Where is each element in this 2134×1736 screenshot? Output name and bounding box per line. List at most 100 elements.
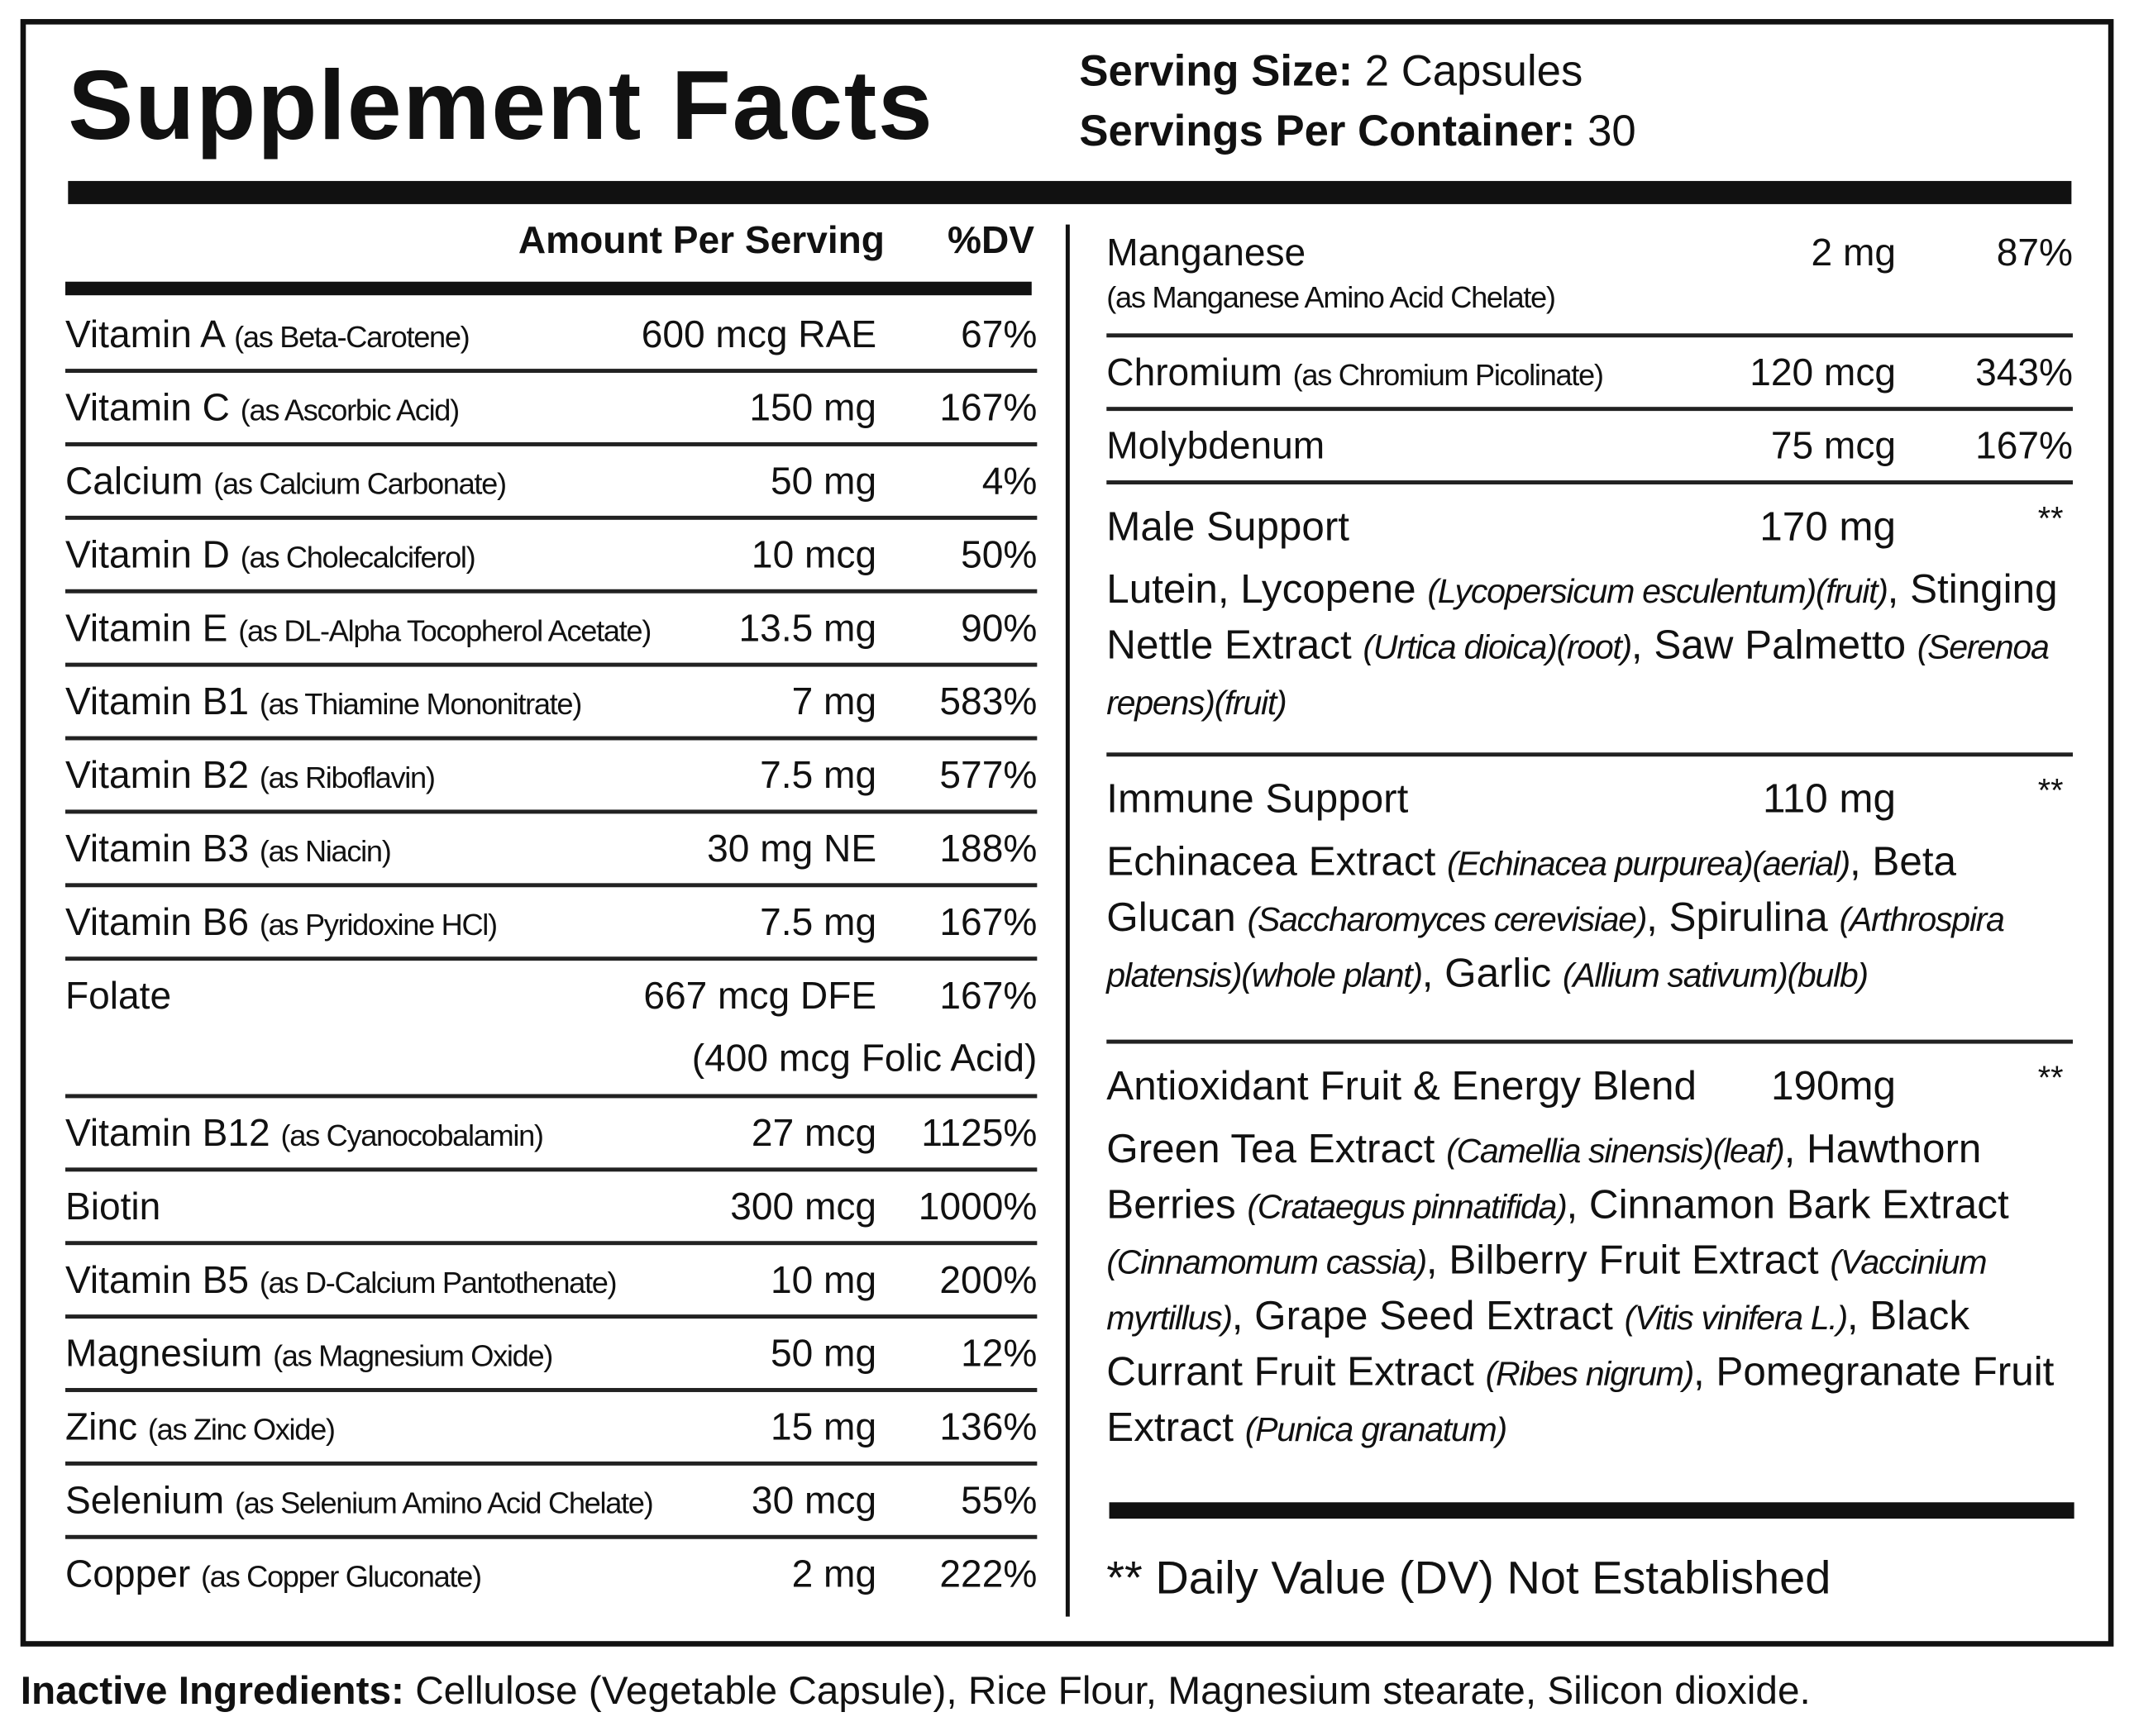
nutrient-row: Vitamin B1 (as Thiamine Mononitrate) 7 mg… <box>65 667 1037 741</box>
daily-value: 67% <box>961 312 1038 355</box>
daily-value: ** <box>2037 772 2064 810</box>
ingredient: , Hawthorn Berries <box>1106 1126 1982 1228</box>
daily-value: 167% <box>1975 424 2074 467</box>
ingredient: , Black Currant Fruit Extract <box>1106 1294 1970 1395</box>
amount: 50 mg <box>770 460 877 503</box>
amount: 75 mcg <box>1770 424 1897 467</box>
nutrient-row: Vitamin B6 (as Pyridoxine HCl) 7.5 mg 167% <box>65 887 1037 961</box>
botanical-name: (Vaccinium myrtillus) <box>1106 1243 1987 1338</box>
botanical-name: (Arthrospira platensis)(whole plant) <box>1106 900 2005 995</box>
amount: 300 mcg <box>730 1185 877 1228</box>
daily-value: 87% <box>1996 231 2074 274</box>
nutrient-name: Biotin <box>65 1185 161 1228</box>
nutrient: Vitamin B1 (as Thiamine Mononitrate) <box>65 680 582 724</box>
ingredient: , Saw Palmetto <box>1630 622 1917 669</box>
daily-value: 167% <box>939 386 1038 429</box>
botanical-name: (Urtica dioica)(root) <box>1363 628 1632 667</box>
daily-value: 577% <box>939 753 1038 796</box>
nutrient: Copper (as Copper Gluconate) <box>65 1552 482 1596</box>
amount: 667 mcg DFE <box>643 974 877 1017</box>
daily-value: 136% <box>939 1405 1038 1448</box>
nutrient-row: Zinc (as Zinc Oxide) 15 mg 136% <box>65 1392 1037 1466</box>
daily-value: ** <box>2037 500 2064 538</box>
nutrient-row: Magnesium (as Magnesium Oxide) 50 mg 12% <box>65 1319 1037 1392</box>
ingredient: Green Tea Extract <box>1106 1126 1447 1172</box>
botanical-name: (Vitis vinifera L.) <box>1624 1300 1849 1338</box>
nutrient-row: Vitamin B5 (as D-Calcium Pantothenate) 10… <box>65 1245 1037 1319</box>
nutrient: Vitamin B3 (as Niacin) <box>65 827 392 871</box>
ingredient: , Grape Seed Extract <box>1231 1294 1625 1339</box>
nutrient-name: Calcium <box>65 460 203 503</box>
daily-value: 90% <box>961 607 1038 650</box>
serving-size: Serving Size: 2 Capsules <box>1079 44 1583 98</box>
nutrient: Vitamin E (as DL-Alpha Tocopherol Acetat… <box>65 607 652 651</box>
nutrient-source: (as Magnesium Oxide) <box>273 1338 553 1373</box>
nutrient-row: Vitamin B2 (as Riboflavin) 7.5 mg 577% <box>65 740 1038 814</box>
nutrient-row: Molybdenum 75 mcg 167% <box>1106 411 2074 485</box>
botanical-name: (Crataegus pinnatifida) <box>1247 1188 1567 1227</box>
botanical-name: (Allium sativum)(bulb) <box>1562 956 1869 995</box>
blend-name: Antioxidant Fruit & Energy Blend <box>1106 1064 1697 1109</box>
nutrient: Manganese <box>1106 231 1306 275</box>
blend-header: Antioxidant Fruit & Energy Blend 190mg ** <box>1106 1060 2073 1114</box>
ingredient: , Cinnamon Bark Extract <box>1566 1182 2009 1228</box>
daily-value: 1125% <box>921 1111 1038 1154</box>
botanical-name: (Ribes nigrum) <box>1485 1355 1695 1394</box>
title: Supplement Facts <box>68 51 934 161</box>
rule <box>1109 1502 2074 1519</box>
nutrient-source: (as DL-Alpha Tocopherol Acetate) <box>238 613 652 648</box>
blend: Immune Support 110 mg ** Echinacea Extract … <box>1106 756 2074 1044</box>
nutrient-source: (as Chromium Picolinate) <box>1292 357 1604 393</box>
amount: 110 mg <box>1762 776 1897 823</box>
nutrient-name: Vitamin C <box>65 386 230 429</box>
daily-value: 343% <box>1975 351 2074 393</box>
botanical-name: (Cinnamomum cassia) <box>1106 1243 1427 1282</box>
nutrient-source: (as Cholecalciferol) <box>240 540 476 575</box>
note: (400 mcg Folic Acid) <box>691 1037 1038 1080</box>
nutrient-name: Vitamin B3 <box>65 827 250 870</box>
value: 2 Capsules <box>1364 45 1583 96</box>
amount: 13.5 mg <box>738 607 877 650</box>
nutrient-name: Vitamin B5 <box>65 1258 250 1301</box>
ingredient: , Garlic <box>1421 951 1563 996</box>
servings-per-container: Servings Per Container: 30 <box>1079 103 1635 158</box>
dv-header: %DV <box>948 219 1035 262</box>
ingredient: , Bilberry Fruit Extract <box>1425 1238 1831 1284</box>
rule <box>68 180 2072 204</box>
nutrient-name: Copper <box>65 1552 191 1595</box>
rows: Vitamin A (as Beta-Carotene) 600 mcg RAE 6… <box>65 299 1037 1609</box>
nutrient-name: Vitamin B1 <box>65 680 250 723</box>
ingredient: , Beta Glucan <box>1106 839 1957 941</box>
nutrient-name: Molybdenum <box>1106 424 1325 467</box>
nutrient: Vitamin B12 (as Cyanocobalamin) <box>65 1112 544 1156</box>
blend-name: Immune Support <box>1106 776 1409 823</box>
amount: 27 mcg <box>751 1111 877 1154</box>
right-column: Manganese (as Manganese Amino Acid Chelat… <box>1106 217 2074 1457</box>
nutrient-row: Vitamin C (as Ascorbic Acid) 150 mg 167% <box>65 373 1037 446</box>
nutrient-row: Biotin 300 mcg 1000% <box>65 1171 1037 1246</box>
nutrient: Folate <box>65 975 171 1018</box>
amount: 10 mg <box>770 1258 877 1301</box>
rows: Manganese (as Manganese Amino Acid Chelat… <box>1106 217 2074 485</box>
amount: 10 mcg <box>751 533 877 576</box>
amount: 30 mg NE <box>707 827 877 870</box>
nutrient-source: (as Riboflavin) <box>259 761 436 795</box>
label: Servings Per Container: <box>1079 106 1576 155</box>
nutrient-name: Folate <box>65 974 172 1017</box>
label: Serving Size: <box>1079 45 1353 96</box>
botanical-name: (Serenoa repens)(fruit) <box>1106 628 2050 723</box>
amount: 7 mg <box>791 680 877 723</box>
column-header: Amount Per Serving %DV <box>65 211 1037 282</box>
amount: 15 mg <box>770 1405 877 1448</box>
nutrient: Vitamin B5 (as D-Calcium Pantothenate) <box>65 1258 618 1303</box>
nutrient-source: (as Calcium Carbonate) <box>213 466 507 501</box>
nutrient-name: Vitamin A <box>65 312 224 355</box>
amount: 120 mcg <box>1750 351 1897 393</box>
nutrient-name: Vitamin D <box>65 533 230 576</box>
amount: 7.5 mg <box>760 900 877 943</box>
nutrient-row: Copper (as Copper Gluconate) 2 mg 222% <box>65 1539 1037 1609</box>
nutrient-name: Vitamin E <box>65 607 228 650</box>
amount: 30 mcg <box>751 1479 877 1522</box>
nutrient-row: Folate 667 mcg DFE 167% (400 mcg Folic Acid… <box>65 961 1038 1099</box>
